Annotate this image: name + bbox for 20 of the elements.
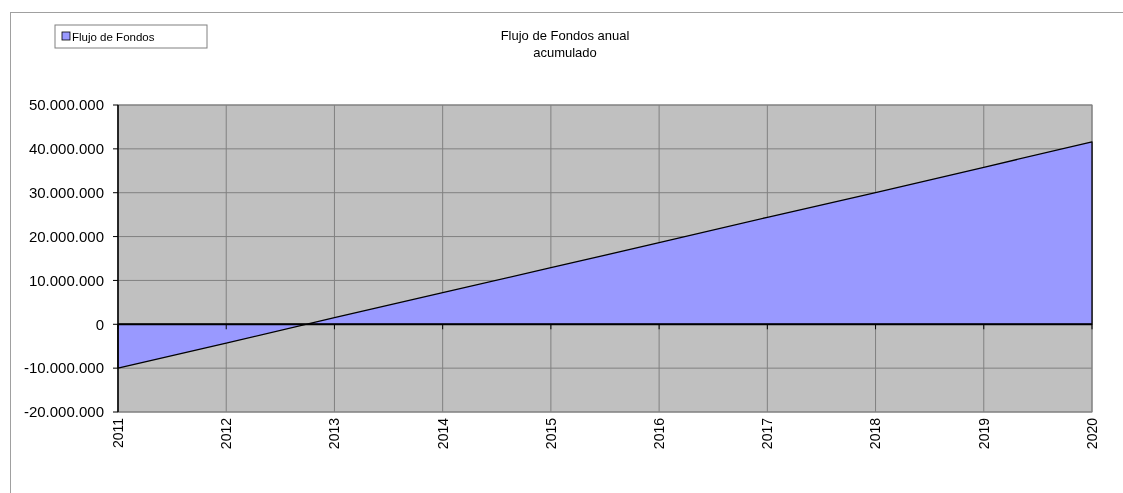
x-tick-label: 2020 (1083, 417, 1100, 450)
x-tick-label: 2011 (109, 417, 126, 449)
y-tick-label: -20.000.000 (23, 403, 104, 421)
y-tick-label: 10.000.000 (28, 271, 104, 289)
y-tick-label: 50.000.000 (28, 96, 104, 114)
x-tick-label: 2013 (326, 417, 343, 450)
y-tick-label: -10.000.000 (23, 359, 104, 377)
y-tick-label: 30.000.000 (28, 183, 104, 201)
x-tick-label: 2012 (218, 417, 235, 450)
x-tick-label: 2019 (975, 417, 992, 450)
x-tick-label: 2016 (651, 417, 668, 450)
x-tick-label: 2014 (434, 417, 451, 450)
x-tick-label: 2015 (542, 417, 559, 450)
chart-title: Flujo de Fondos anual acumulado (500, 28, 630, 60)
y-tick-label: 40.000.000 (28, 140, 104, 158)
x-tick-label: 2017 (759, 417, 776, 450)
y-tick-label: 0 (95, 315, 104, 333)
x-tick-label: 2018 (867, 417, 884, 450)
y-tick-label: 20.000.000 (28, 227, 104, 245)
legend-label: Flujo de Fondos (72, 30, 155, 43)
